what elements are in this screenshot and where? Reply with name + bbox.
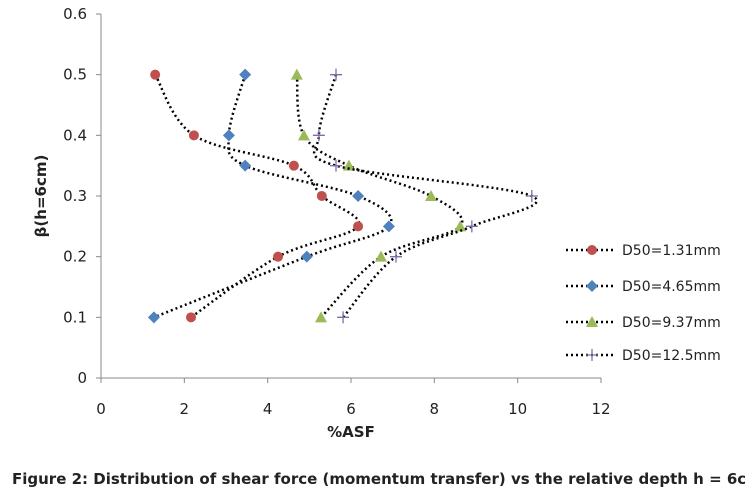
circle-marker <box>150 69 161 80</box>
plus-marker <box>337 311 350 324</box>
legend-item: D50=12.5mm <box>566 348 721 364</box>
legend-item: D50=9.37mm <box>566 315 721 331</box>
triangle-marker <box>342 159 355 171</box>
chart: 00.10.20.30.40.50.60 2 4 6 8 10 12 D50=1.31mmD… <box>32 5 721 441</box>
x-tick-label: 12 <box>591 400 610 418</box>
x-tick-label: 0 <box>96 400 106 418</box>
triangle-marker <box>375 250 387 262</box>
diamond-marker <box>382 220 395 233</box>
diamond-marker <box>352 190 365 202</box>
figure-caption: Figure 2: Distribution of shear force (m… <box>12 470 745 488</box>
triangle-marker <box>586 316 598 327</box>
legend-label: D50=1.31mm <box>622 243 721 259</box>
y-tick-label: 0.3 <box>63 187 87 205</box>
series-line <box>154 73 361 319</box>
legend-label: D50=4.65mm <box>622 279 721 295</box>
circle-marker <box>186 312 196 323</box>
axes: 0 0.1 0.2 0.3 0.4 0.5 0.6 0 2 4 6 8 10 12 <box>63 5 610 418</box>
triangle-marker <box>290 68 303 80</box>
y-tick-label: 0.5 <box>63 66 87 84</box>
circle-marker <box>273 251 284 262</box>
y-tick-label: 0.1 <box>63 308 87 326</box>
series-D50=12.5mm <box>312 68 538 324</box>
diamond-marker <box>586 280 598 292</box>
legend-label: D50=12.5mm <box>622 348 721 364</box>
legend-label: D50=9.37mm <box>622 315 721 331</box>
circle-marker <box>188 130 199 141</box>
circle-marker <box>316 191 327 201</box>
series-D50=1.31mm <box>150 69 364 323</box>
y-tick-label: 0 <box>77 369 87 387</box>
plus-marker <box>586 349 598 361</box>
triangle-marker <box>315 311 327 323</box>
diamond-marker <box>300 250 313 263</box>
legend-item: D50=1.31mm <box>566 243 721 259</box>
series-line <box>313 74 538 319</box>
series-group <box>147 68 538 324</box>
plus-marker <box>465 220 478 233</box>
plus-marker <box>390 250 402 263</box>
series-D50=4.65mm <box>147 68 395 324</box>
x-tick-label: 6 <box>346 400 356 418</box>
triangle-marker <box>297 129 310 141</box>
x-tick-label: 2 <box>180 400 190 418</box>
plus-marker <box>312 129 325 142</box>
x-tick-label: 4 <box>263 400 273 418</box>
diamond-marker <box>239 68 252 81</box>
triangle-marker <box>425 190 437 201</box>
plus-marker <box>330 68 342 81</box>
circle-marker <box>587 245 597 255</box>
diamond-marker <box>222 129 235 142</box>
x-tick-label: 10 <box>508 400 527 418</box>
diamond-marker <box>147 311 160 324</box>
y-axis-label: β(h=6cm) <box>32 155 50 238</box>
legend-item: D50=4.65mm <box>566 279 721 295</box>
x-tick-label: 8 <box>430 400 440 418</box>
plus-marker <box>330 159 342 172</box>
x-axis-label: %ASF <box>327 423 375 441</box>
circle-marker <box>288 160 299 171</box>
y-tick-label: 0.4 <box>63 126 87 144</box>
y-tick-label: 0.2 <box>63 248 87 266</box>
series-D50=9.37mm <box>290 68 467 323</box>
y-tick-label: 0.6 <box>63 5 87 23</box>
legend: D50=1.31mm D50=4.65mm D50=9.37mm D50=12.5mm <box>566 243 721 364</box>
diamond-marker <box>239 159 252 172</box>
plus-marker <box>525 190 538 202</box>
circle-marker <box>353 221 364 232</box>
triangle-marker <box>454 220 467 232</box>
